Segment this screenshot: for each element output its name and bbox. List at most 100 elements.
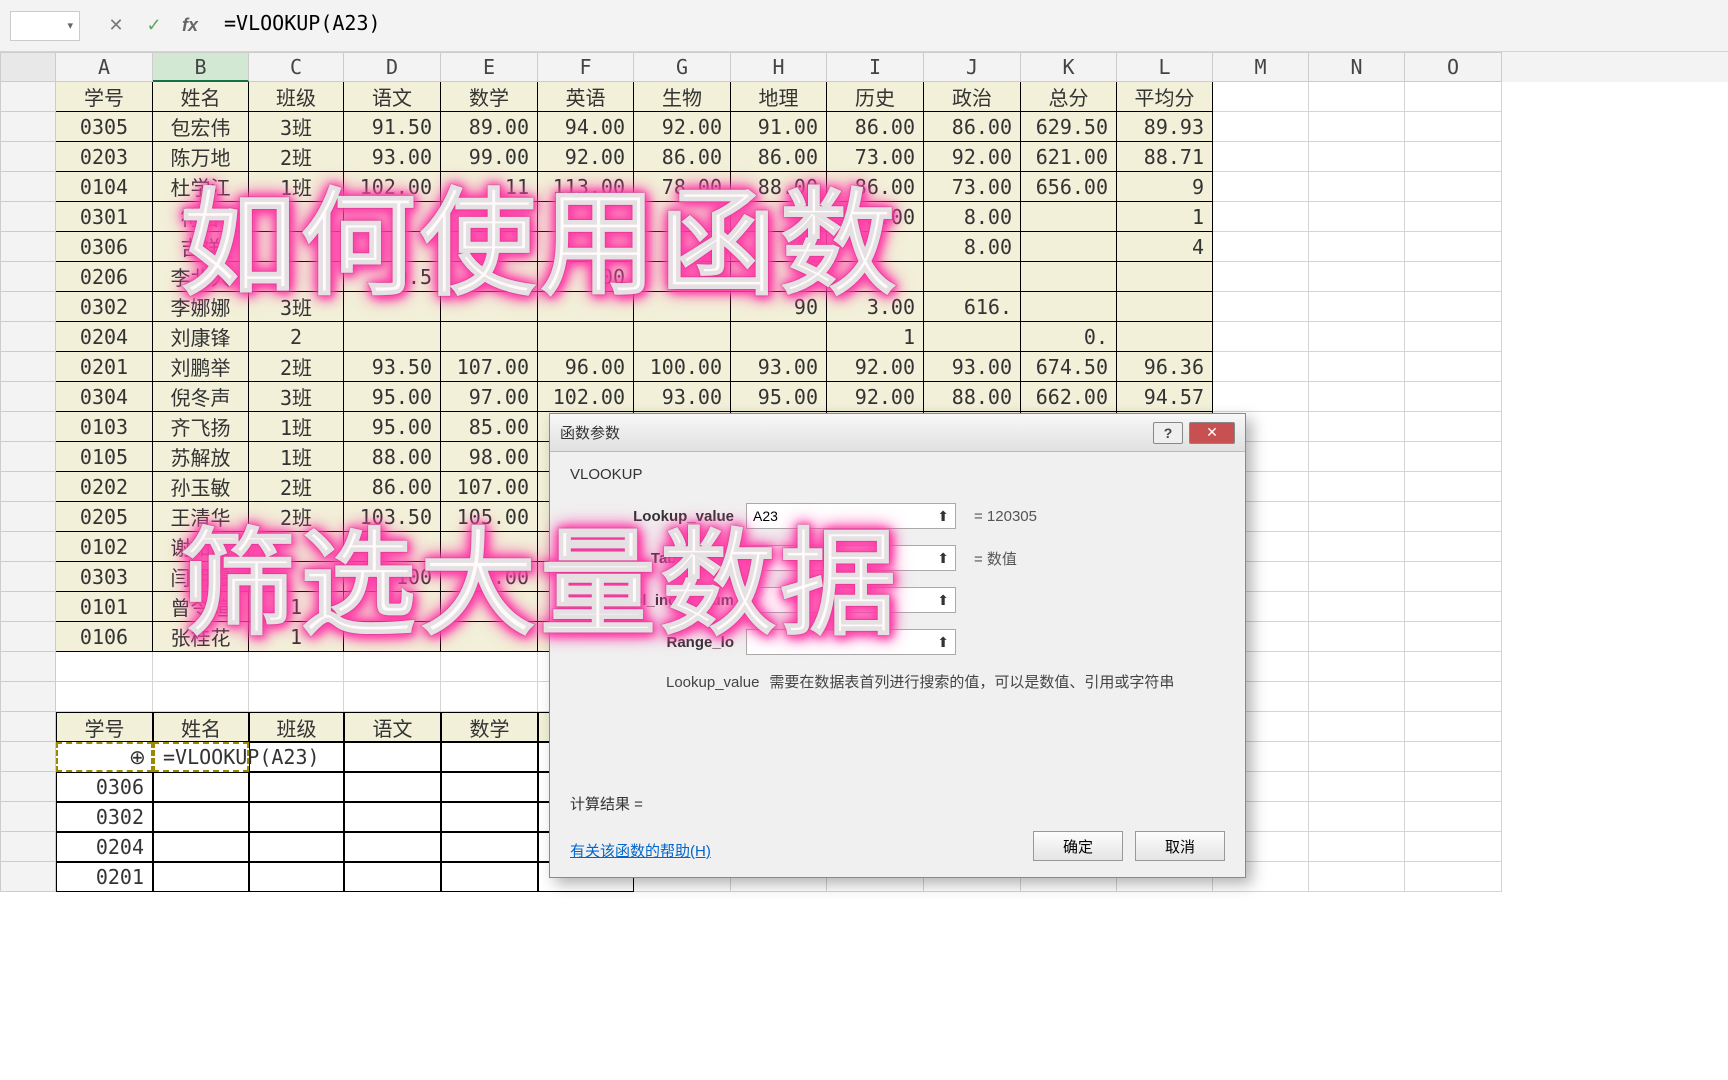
cell[interactable]: [1405, 592, 1502, 622]
row-header[interactable]: [0, 262, 56, 292]
col-header-F[interactable]: F: [538, 52, 634, 82]
data-cell[interactable]: [441, 772, 538, 802]
cell[interactable]: [1405, 262, 1502, 292]
row-header[interactable]: [0, 832, 56, 862]
data-cell[interactable]: 73.00: [827, 142, 924, 172]
range-select-icon[interactable]: ⬆: [937, 592, 949, 609]
data-cell[interactable]: [441, 232, 538, 262]
data-cell[interactable]: 0202: [56, 472, 153, 502]
fx-icon[interactable]: fx: [182, 15, 198, 36]
param-field[interactable]: [753, 550, 923, 566]
cell[interactable]: [1309, 112, 1405, 142]
row-header[interactable]: [0, 442, 56, 472]
data-cell[interactable]: [634, 262, 731, 292]
data-cell[interactable]: [731, 322, 827, 352]
data-cell[interactable]: [441, 292, 538, 322]
cell[interactable]: [1309, 412, 1405, 442]
col-header-H[interactable]: H: [731, 52, 827, 82]
data-cell[interactable]: 616.: [924, 292, 1021, 322]
data-cell[interactable]: [344, 532, 441, 562]
cell[interactable]: [1405, 742, 1502, 772]
header-cell[interactable]: 姓名: [153, 712, 249, 742]
cell[interactable]: [1309, 262, 1405, 292]
header-cell[interactable]: 学号: [56, 712, 153, 742]
header-cell[interactable]: 姓名: [153, 82, 249, 112]
param-input[interactable]: ⬆: [746, 545, 956, 571]
data-cell[interactable]: 95.00: [731, 382, 827, 412]
data-cell[interactable]: 93.00: [731, 352, 827, 382]
data-cell[interactable]: 94.00: [538, 112, 634, 142]
cell[interactable]: [1405, 502, 1502, 532]
data-cell[interactable]: 1: [1117, 202, 1213, 232]
data-cell[interactable]: 113.00: [538, 172, 634, 202]
data-cell[interactable]: [344, 322, 441, 352]
cell[interactable]: [1405, 802, 1502, 832]
data-cell[interactable]: 0205: [56, 502, 153, 532]
data-cell[interactable]: [441, 322, 538, 352]
data-cell[interactable]: 656.00: [1021, 172, 1117, 202]
data-cell[interactable]: [344, 202, 441, 232]
header-cell[interactable]: 语文: [344, 712, 441, 742]
cell[interactable]: [441, 682, 538, 712]
row-header[interactable]: [0, 202, 56, 232]
col-header-E[interactable]: E: [441, 52, 538, 82]
header-cell[interactable]: 学号: [56, 82, 153, 112]
data-cell[interactable]: [634, 232, 731, 262]
data-cell[interactable]: 93.00: [634, 382, 731, 412]
cell[interactable]: [1309, 862, 1405, 892]
data-cell[interactable]: 97.00: [441, 382, 538, 412]
cell[interactable]: [1405, 652, 1502, 682]
data-cell[interactable]: 谢如康: [153, 532, 249, 562]
cell[interactable]: [1309, 502, 1405, 532]
data-cell[interactable]: 0302: [56, 802, 153, 832]
data-cell[interactable]: 杜学江: [153, 172, 249, 202]
data-cell[interactable]: [1021, 262, 1117, 292]
data-cell[interactable]: 刘鹏举: [153, 352, 249, 382]
data-cell[interactable]: [538, 232, 634, 262]
cell[interactable]: [1213, 232, 1309, 262]
cell[interactable]: [1405, 112, 1502, 142]
function-help-link[interactable]: 有关该函数的帮助(H): [570, 840, 711, 861]
data-cell[interactable]: [634, 292, 731, 322]
cell[interactable]: [1405, 412, 1502, 442]
data-cell[interactable]: 99.00: [441, 142, 538, 172]
data-cell[interactable]: [344, 862, 441, 892]
data-cell[interactable]: 包宏伟: [153, 112, 249, 142]
data-cell[interactable]: [441, 532, 538, 562]
col-header-N[interactable]: N: [1309, 52, 1405, 82]
data-cell[interactable]: 92.00: [827, 352, 924, 382]
cell[interactable]: [56, 652, 153, 682]
data-cell[interactable]: [344, 772, 441, 802]
data-cell[interactable]: [344, 622, 441, 652]
data-cell[interactable]: 5.00: [827, 202, 924, 232]
header-cell[interactable]: 政治: [924, 82, 1021, 112]
cell[interactable]: [1213, 202, 1309, 232]
data-cell[interactable]: 1班: [249, 442, 344, 472]
data-cell[interactable]: 92.00: [538, 142, 634, 172]
data-cell[interactable]: [1117, 292, 1213, 322]
header-cell[interactable]: 历史: [827, 82, 924, 112]
header-cell[interactable]: 地理: [731, 82, 827, 112]
header-cell[interactable]: 生物: [634, 82, 731, 112]
data-cell[interactable]: 3班: [249, 112, 344, 142]
data-cell[interactable]: 107.00: [441, 352, 538, 382]
data-cell[interactable]: 11: [441, 172, 538, 202]
data-cell[interactable]: 91.50: [344, 112, 441, 142]
cell[interactable]: [1309, 592, 1405, 622]
data-cell[interactable]: 86.00: [344, 472, 441, 502]
data-cell[interactable]: [441, 202, 538, 232]
data-cell[interactable]: [249, 562, 344, 592]
cancel-button[interactable]: 取消: [1135, 831, 1225, 861]
data-cell[interactable]: 0.5: [344, 262, 441, 292]
data-cell[interactable]: 9: [1117, 172, 1213, 202]
data-cell[interactable]: [153, 802, 249, 832]
data-cell[interactable]: 107.00: [441, 472, 538, 502]
data-cell[interactable]: [249, 232, 344, 262]
data-cell[interactable]: 0204: [56, 832, 153, 862]
data-cell[interactable]: 张桂花: [153, 622, 249, 652]
cell[interactable]: [1309, 352, 1405, 382]
data-cell[interactable]: 吉祥: [153, 232, 249, 262]
data-cell[interactable]: 3.00: [827, 292, 924, 322]
data-cell[interactable]: 0301: [56, 202, 153, 232]
cell[interactable]: [1309, 652, 1405, 682]
